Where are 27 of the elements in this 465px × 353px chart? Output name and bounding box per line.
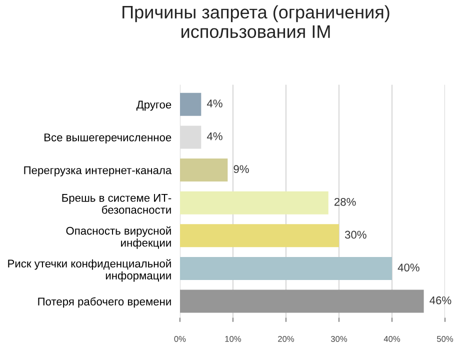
y-tick-label: Другое: [136, 100, 172, 111]
chart-title: Причины запрета (ограничения) использования IM: [122, 5, 390, 38]
x-tick-label: 0%: [174, 336, 186, 342]
x-tick-label: 50%: [437, 336, 454, 342]
bar: [180, 191, 328, 214]
x-tick-label: 20%: [278, 336, 294, 342]
data-label: 9%: [234, 165, 249, 174]
bar: [180, 290, 424, 313]
data-label: 4%: [206, 100, 222, 108]
x-tick-label: 40%: [384, 336, 400, 342]
y-tick-label: Риск утечки конфиденциальной информации: [8, 259, 171, 282]
data-label: 30%: [344, 230, 366, 239]
bar: [180, 256, 392, 280]
y-tick-label: Потеря рабочего времени: [38, 297, 171, 308]
y-tick-label: Опасность вирусной инфекции: [66, 226, 171, 249]
y-tick-label: Брешь в системе ИТ- безопасности: [62, 194, 172, 214]
x-tick-label: 30%: [330, 336, 348, 342]
y-tick-label: Перегрузка интернет-канала: [24, 166, 172, 176]
data-label: 46%: [430, 296, 452, 304]
x-tick-label: 10%: [225, 336, 242, 342]
data-label: 40%: [398, 264, 420, 272]
y-tick-label: Все вышегеречисленное: [44, 134, 172, 144]
bar: [180, 158, 228, 182]
bar: [180, 224, 339, 248]
data-label: 4%: [206, 132, 222, 140]
data-label: 28%: [334, 198, 356, 206]
bar: [180, 92, 202, 116]
